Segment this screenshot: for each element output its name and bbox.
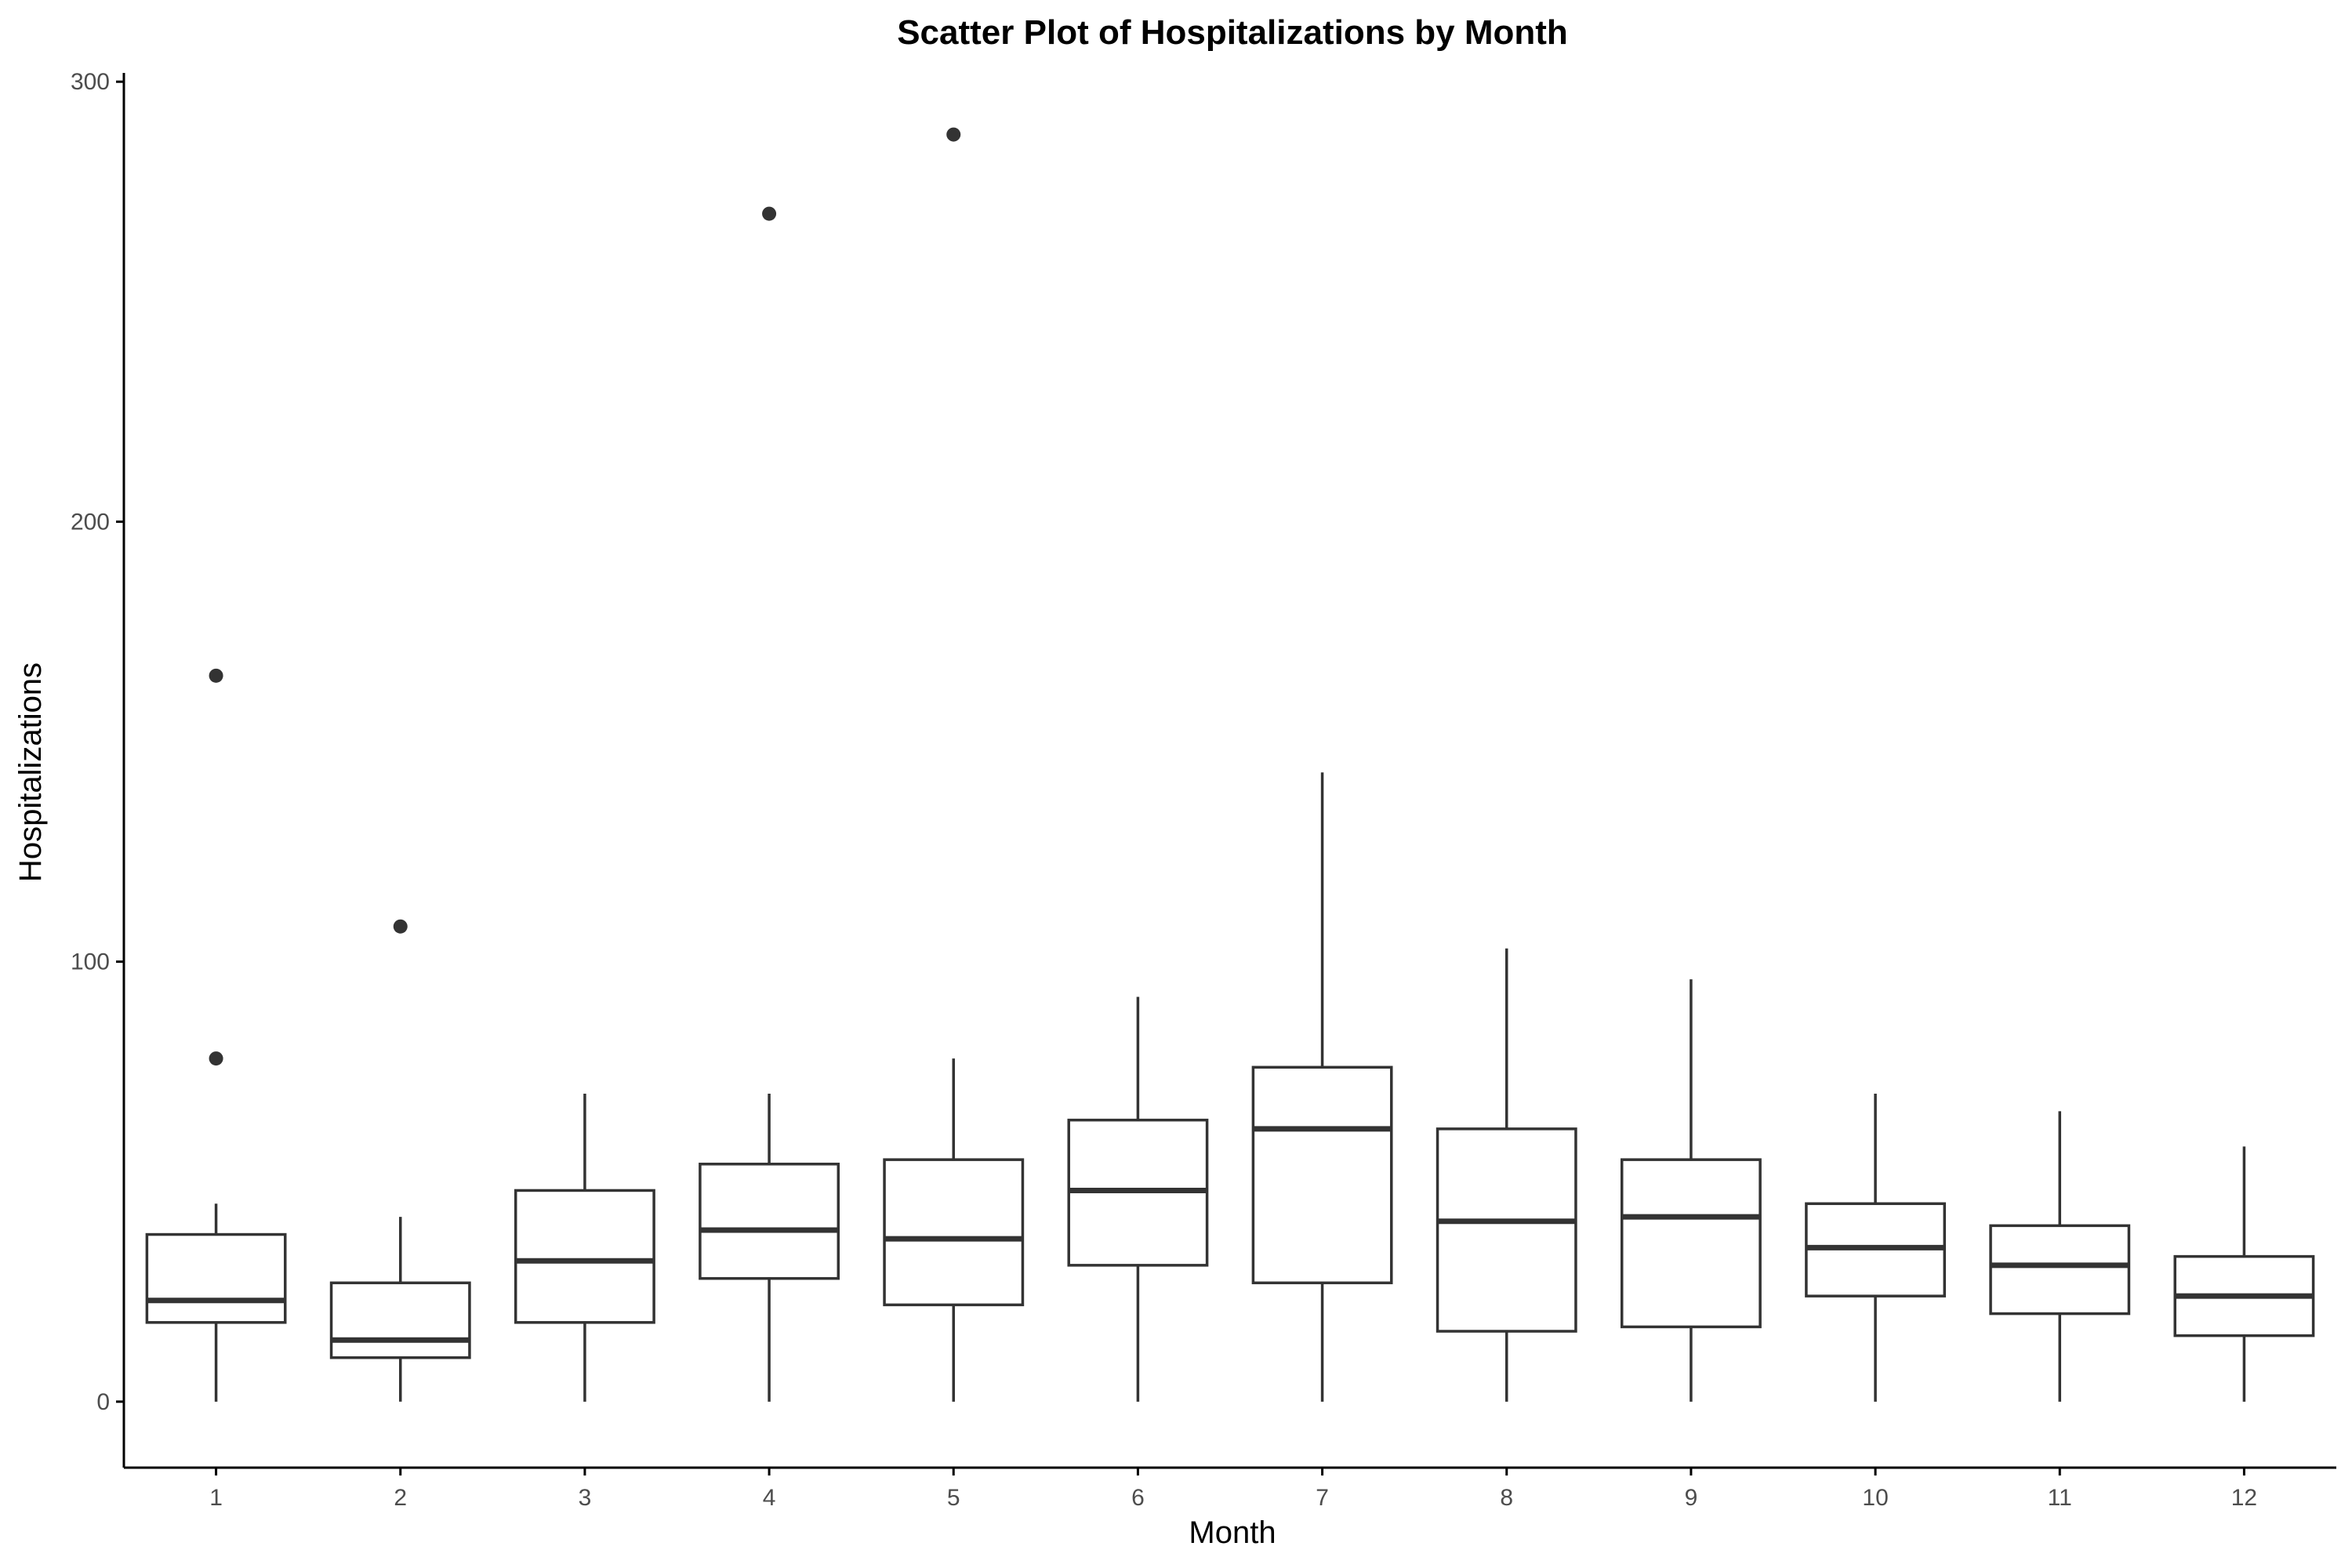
box-iqr xyxy=(1436,1127,1577,1333)
box-iqr xyxy=(699,1163,840,1280)
x-tick-label: 7 xyxy=(1316,1485,1329,1511)
box-iqr xyxy=(1251,1065,1393,1285)
outlier-point xyxy=(946,127,961,142)
x-tick-label: 2 xyxy=(394,1485,407,1511)
x-tick-label: 9 xyxy=(1685,1485,1698,1511)
x-tick-label: 11 xyxy=(2048,1485,2072,1511)
y-tick-label: 100 xyxy=(71,949,110,975)
y-tick-label: 0 xyxy=(96,1389,110,1415)
x-tick-label: 3 xyxy=(579,1485,592,1511)
box-iqr xyxy=(329,1281,471,1359)
y-tick-label: 200 xyxy=(71,509,110,535)
x-tick-label: 5 xyxy=(947,1485,960,1511)
box-iqr xyxy=(514,1189,655,1324)
box-iqr xyxy=(1989,1224,2131,1316)
x-tick-label: 6 xyxy=(1131,1485,1145,1511)
chart-title: Scatter Plot of Hospitalizations by Mont… xyxy=(897,13,1568,52)
outlier-point xyxy=(209,668,223,683)
x-tick-label: 10 xyxy=(1862,1485,1888,1511)
outlier-point xyxy=(393,919,408,934)
x-tick-label: 1 xyxy=(209,1485,223,1511)
x-tick-label: 12 xyxy=(2231,1485,2257,1511)
y-axis-label: Hospitalizations xyxy=(13,662,48,882)
y-tick-label: 300 xyxy=(71,69,110,95)
box-iqr xyxy=(145,1232,287,1324)
box-iqr xyxy=(1620,1158,1762,1329)
x-tick-label: 8 xyxy=(1500,1485,1513,1511)
box-iqr xyxy=(883,1158,1025,1307)
x-tick-label: 4 xyxy=(763,1485,776,1511)
outlier-point xyxy=(762,206,777,221)
x-axis-label: Month xyxy=(1189,1515,1276,1550)
outlier-point xyxy=(209,1051,223,1066)
